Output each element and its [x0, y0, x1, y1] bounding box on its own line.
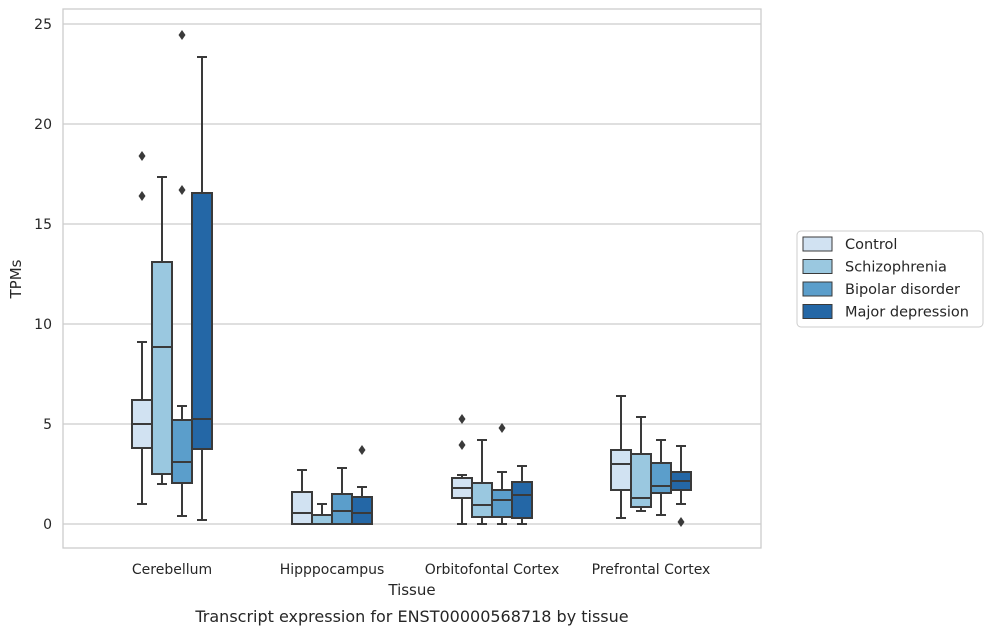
box-schizophrenia: [630, 416, 652, 512]
box-iqr: [630, 453, 652, 508]
legend-label: Major depression: [845, 305, 969, 321]
x-tick-label: Prefrontal Cortex: [592, 562, 711, 578]
box-control: [451, 414, 473, 525]
y-tick-label: 10: [34, 317, 52, 333]
box-iqr: [511, 481, 533, 519]
plot-area-frame: [62, 8, 762, 549]
legend-swatch: [802, 236, 833, 252]
box-iqr: [171, 419, 193, 484]
box-bipolar-disorder: [331, 467, 353, 525]
box-bipolar-disorder: [171, 30, 193, 517]
y-tick-label: 20: [34, 117, 52, 133]
x-axis-label: Tissue: [387, 581, 435, 599]
legend-frame: [796, 230, 984, 328]
box-iqr: [610, 449, 632, 491]
y-tick-label: 5: [43, 417, 52, 433]
outlier-point: [458, 440, 466, 450]
legend-label: Bipolar disorder: [845, 282, 960, 298]
outlier-point: [358, 445, 366, 455]
chart-title: Transcript expression for ENST0000056871…: [194, 607, 628, 626]
outlier-point: [178, 30, 186, 40]
box-bipolar-disorder: [491, 423, 513, 525]
box-iqr: [351, 496, 373, 525]
box-major-depression: [511, 465, 533, 525]
box-major-depression: [191, 56, 213, 521]
box-major-depression: [670, 445, 692, 527]
box-iqr: [151, 261, 173, 475]
outlier-point: [138, 191, 146, 201]
x-axis-ticks: Cerebellum Hipppocampus Orbitofontal Corte…: [132, 562, 710, 578]
box-schizophrenia: [311, 503, 333, 525]
y-tick-label: 0: [43, 517, 52, 533]
outlier-point: [138, 151, 146, 161]
legend-swatch: [802, 281, 833, 297]
box-bipolar-disorder: [650, 439, 672, 516]
y-tick-label: 25: [34, 17, 52, 33]
y-tick-label: 15: [34, 217, 52, 233]
legend-label: Control: [845, 237, 897, 253]
y-axis-ticks: 0 5 10 15 20 25: [34, 17, 52, 533]
box-schizophrenia: [151, 176, 173, 485]
box-iqr: [650, 462, 672, 494]
x-tick-label: Orbitofontal Cortex: [425, 562, 560, 578]
box-iqr: [471, 482, 493, 518]
box-control: [291, 469, 313, 525]
box-iqr: [331, 493, 353, 525]
y-axis-label: TPMs: [7, 259, 25, 299]
x-tick-label: Cerebellum: [132, 562, 212, 578]
legend-swatch: [802, 259, 833, 274]
box-control: [131, 151, 153, 505]
box-iqr: [491, 489, 513, 518]
box-iqr: [191, 192, 213, 450]
box-iqr: [311, 514, 333, 525]
legend-label: Schizophrenia: [845, 260, 947, 276]
box-iqr: [291, 491, 313, 525]
box-major-depression: [351, 445, 373, 525]
box-schizophrenia: [471, 439, 493, 525]
outlier-point: [498, 423, 506, 433]
box-control: [610, 395, 632, 519]
legend-swatch: [802, 304, 833, 319]
outlier-point: [178, 185, 186, 195]
legend: Control Schizophrenia Bipolar disorder Majo…: [796, 230, 984, 328]
x-tick-label: Hipppocampus: [280, 562, 385, 578]
outlier-point: [677, 517, 685, 527]
outlier-point: [458, 414, 466, 424]
boxes-layer: [131, 30, 692, 527]
